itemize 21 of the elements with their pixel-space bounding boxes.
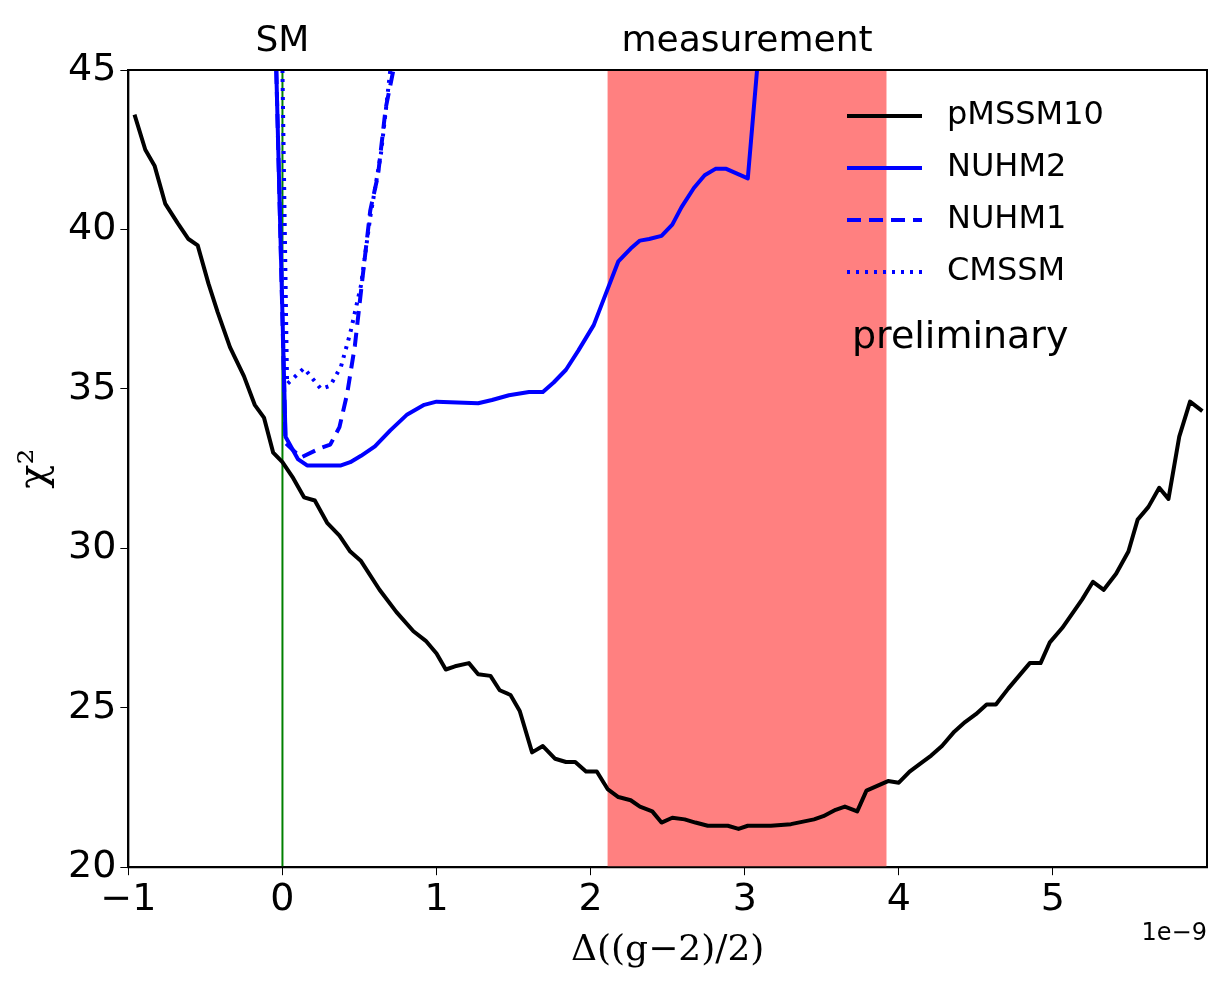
band-label: measurement xyxy=(621,18,873,60)
legend-label: NUHM1 xyxy=(947,198,1067,237)
x-tick-label: 5 xyxy=(1040,874,1065,919)
legend-label: pMSSM10 xyxy=(947,94,1104,133)
annotation: preliminary xyxy=(852,312,1069,357)
legend-label: CMSSM xyxy=(947,250,1066,289)
y-tick-label: 25 xyxy=(67,682,117,727)
y-axis-title: χ² xyxy=(9,448,56,489)
text: 1e−9 xyxy=(1141,918,1207,947)
x-tick-label: 1 xyxy=(424,874,449,919)
y-tick-label: 35 xyxy=(67,363,117,408)
x-tick-label: 0 xyxy=(270,874,295,919)
y-tick-label: 45 xyxy=(67,44,117,89)
x-tick-label: 4 xyxy=(886,874,911,919)
ref-line-label: SM xyxy=(255,18,310,60)
legend-label: NUHM2 xyxy=(947,146,1067,185)
x-axis-title: Δ((g−2)/2) xyxy=(571,926,765,968)
x-tick-label: 3 xyxy=(732,874,757,919)
y-tick-label: 40 xyxy=(67,204,117,249)
x-tick-label: 2 xyxy=(578,874,603,919)
y-tick-label: 30 xyxy=(67,523,117,568)
